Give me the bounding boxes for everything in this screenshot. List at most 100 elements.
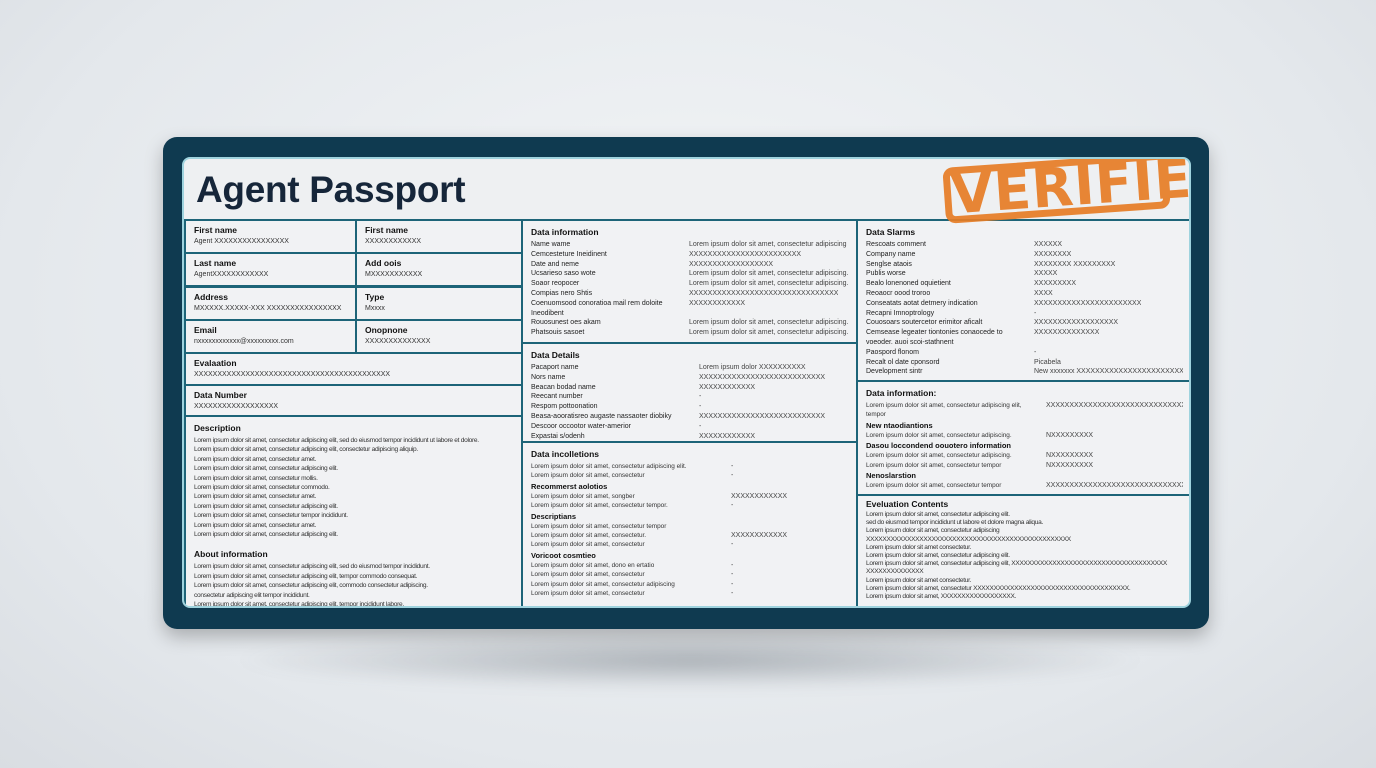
field-label: First name xyxy=(365,225,408,235)
field-label: First name xyxy=(194,225,237,235)
text-line: Lorem ipsum dolor sit amet, consectetur … xyxy=(866,552,1010,560)
row-key: Beasa-aooratisreo augaste nassaoter diob… xyxy=(531,412,672,420)
row-value: XXXXXXXXXXXX xyxy=(731,532,788,540)
row-value: Lorem ipsum dolor XXXXXXXXXX xyxy=(699,364,806,371)
field-value: MXXXXX.XXXXX-XXX XXXXXXXXXXXXXXXX xyxy=(194,305,342,312)
table-row: Lorem ipsum dolor sit amet, consectetur - xyxy=(531,570,848,579)
row-value: XXXXXXXXXXXXXXXXXXXXXXXXXXXXXXXXXXXXXXXX xyxy=(1046,402,1183,409)
row-key: Cemcesteture Ineidinent xyxy=(531,250,607,258)
section-heading: Description xyxy=(194,423,241,433)
row-value: - xyxy=(731,463,734,470)
field-cell: Onopnone XXXXXXXXXXXXXX xyxy=(355,319,523,354)
row-key: Recapni Imnoptrology xyxy=(866,309,935,317)
row-key: Name wame xyxy=(531,241,571,248)
table-row: Lorem ipsum dolor sit amet, consectetur.… xyxy=(531,531,848,540)
text-line: Lorem ipsum dolor sit amet, consectetur … xyxy=(866,511,1010,518)
table-row: Couosoars soutercetor erimitor aficalt XX… xyxy=(866,318,1183,328)
group-heading: Recommerst aolotios xyxy=(531,481,608,491)
table-row: Ineodibent xyxy=(531,309,848,319)
text-line: Lorem ipsum dolor sit amet, consectetur … xyxy=(194,531,338,539)
row-value: - xyxy=(1034,309,1037,317)
field-value: nxxxxxxxxxxxx@xxxxxxxxx.com xyxy=(194,338,294,345)
row-value: Lorem ipsum dolor sit amet, consectetur … xyxy=(689,241,848,248)
passport-panel: Agent Passport First name Agent XXXXXXXXX… xyxy=(182,157,1191,608)
text-line: Lorem ipsum dolor sit amet, consectetur … xyxy=(194,582,428,590)
field-cell: First name XXXXXXXXXXXX xyxy=(355,219,523,254)
row-key: Conseatats aotat detmery indication xyxy=(866,299,978,307)
row-value: XXXXXXXXXXXX xyxy=(731,492,788,500)
field-value: MXXXXXXXXXXX xyxy=(365,271,423,278)
row-key: Lorem ipsum dolor sit amet, consectetur xyxy=(531,571,645,579)
table-row: Lorem ipsum dolor sit amet, songber XXXXX… xyxy=(531,492,848,501)
row-value: XXXXXXXXXXXXXXXXXXXXXXXXXXXXXXXXX xyxy=(1046,482,1183,490)
table-row: Respom pottoonation - xyxy=(531,402,848,412)
row-key: Lorem ipsum dolor sit amet, consectetur xyxy=(531,590,645,598)
table-row: Bealo lonenoned oquietient XXXXXXXXX xyxy=(866,279,1183,289)
table-row: Lorem ipsum dolor sit amet, consectetur … xyxy=(531,462,848,471)
row-key: Soaor reopocer xyxy=(531,280,580,288)
field-label: Email xyxy=(194,325,217,335)
text-line: Lorem ipsum dolor sit amet consectetur. xyxy=(866,576,972,584)
table-row: Pacaport name Lorem ipsum dolor XXXXXXXXX… xyxy=(531,363,848,373)
row-key: Lorem ipsum dolor sit amet, consectetur … xyxy=(866,452,1012,460)
table-row: Lorem ipsum dolor sit amet, consectetur … xyxy=(866,401,1183,420)
row-key: Recalt ol date cponsord xyxy=(866,358,940,366)
group-heading: New ntaodiantions xyxy=(866,420,933,430)
row-key: Lorem ipsum dolor sit amet, consectetur … xyxy=(866,482,1002,490)
table-row: Cemcesteture Ineidinent XXXXXXXXXXXXXXXXX… xyxy=(531,250,848,260)
field-label: Data Number xyxy=(194,390,247,400)
row-value: - xyxy=(699,403,702,411)
text-line: Lorem ipsum dolor sit amet, consectetur … xyxy=(194,446,418,454)
table-row: Lorem ipsum dolor sit amet, consectetur … xyxy=(866,481,1183,490)
text-line: Lorem ipsum dolor sit amet, consectetur … xyxy=(866,527,1071,543)
table-row: Lorem ipsum dolor sit amet, consectetur … xyxy=(866,431,1183,440)
field-label: Type xyxy=(365,292,385,302)
table-row: Senglse ataois XXXXXXXX XXXXXXXXX xyxy=(866,260,1183,270)
table-row: Expastai s/odenh XXXXXXXXXXXX xyxy=(531,432,848,441)
table-row: Descoor occootor water-amerior - xyxy=(531,422,848,432)
row-key: Lorem ipsum dolor sit amet, consectetur … xyxy=(866,402,1022,419)
table-row: Recalt ol date cponsord Picabela xyxy=(866,358,1183,368)
description-section: Description Lorem ipsum dolor sit amet, … xyxy=(184,415,523,606)
field-label: Add oois xyxy=(365,258,402,268)
section-heading: Eveluation Contents xyxy=(866,499,949,509)
row-key: Lorem ipsum dolor sit amet, consectetur … xyxy=(531,580,675,588)
passport-card: Agent Passport First name Agent XXXXXXXXX… xyxy=(163,137,1209,629)
row-value: Lorem ipsum dolor sit amet, consectetur … xyxy=(689,280,848,288)
data-details-section: Data Details Pacaport name Lorem ipsum do… xyxy=(521,342,858,443)
text-line: Lorem ipsum dolor sit amet, consectetur … xyxy=(194,572,418,580)
table-row: Lorem ipsum dolor sit amet, consectetur - xyxy=(531,471,848,480)
section-heading: Data information: xyxy=(866,388,937,398)
row-key: Publis worse xyxy=(866,270,906,278)
field-value: Agent XXXXXXXXXXXXXXXX xyxy=(194,238,289,245)
row-key: Coenuomsood conoratioa mail rem doloite xyxy=(531,299,663,307)
text-line: Lorem ipsum dolor sit amet, consectetur … xyxy=(194,512,348,520)
row-value: - xyxy=(1034,348,1037,356)
row-key: Lorem ipsum dolor sit amet, songber xyxy=(531,492,635,500)
table-row: Rescoats comment XXXXXX xyxy=(866,240,1183,250)
field-value: Mxxxx xyxy=(365,305,385,312)
row-key: Lorem ipsum dolor sit amet, consectetur … xyxy=(531,502,668,510)
row-value: - xyxy=(699,393,702,401)
row-value: - xyxy=(731,571,734,579)
field-value: AgentXXXXXXXXXXXX xyxy=(194,271,269,278)
row-key: Lorem ipsum dolor sit amet, consectetur … xyxy=(866,431,1012,439)
row-value: - xyxy=(731,590,734,598)
table-row: Beasa-aooratisreo augaste nassaoter diob… xyxy=(531,412,848,422)
table-row: Publis worse XXXXX xyxy=(866,269,1183,279)
table-row: Reecant number - xyxy=(531,392,848,402)
table-row: Compias nero Shtis XXXXXXXXXXXXXXXXXXXXXX… xyxy=(531,289,848,299)
row-key: Descoor occootor water-amerior xyxy=(531,422,631,430)
field-cell: Address MXXXXX.XXXXX-XXX XXXXXXXXXXXXXXXX xyxy=(184,286,357,321)
field-label: Address xyxy=(194,292,229,302)
group-heading: Nenoslarstion xyxy=(866,471,917,481)
text-line: Lorem ipsum dolor sit amet, consectetur … xyxy=(866,560,1167,576)
section-heading: Data incolletions xyxy=(531,449,600,459)
field-cell: Type Mxxxx xyxy=(355,286,523,321)
text-line: Lorem ipsum dolor sit amet, consectetur … xyxy=(194,484,330,492)
data-incolletions-section: Data incolletions Lorem ipsum dolor sit … xyxy=(521,441,858,606)
row-value: XXXX xyxy=(1034,289,1053,297)
text-line: Lorem ipsum dolor sit amet, XXXXXXXXXXXX… xyxy=(866,593,1017,601)
table-row: Ucsarieso saso wote Lorem ipsum dolor sit… xyxy=(531,269,848,279)
row-value: - xyxy=(731,580,734,588)
